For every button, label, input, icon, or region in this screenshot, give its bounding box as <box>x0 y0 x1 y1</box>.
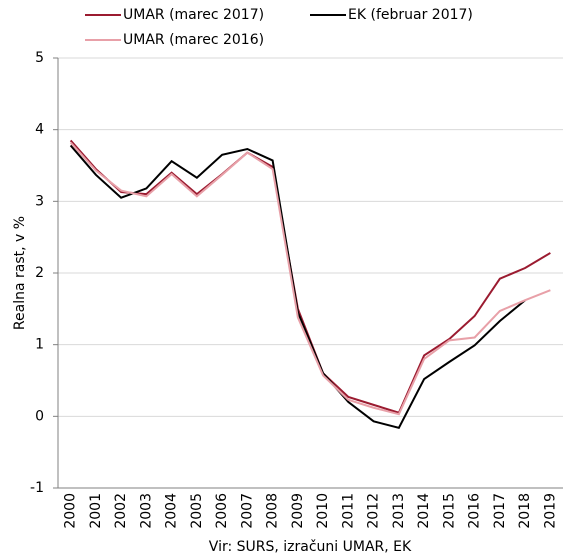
y-tick-label: 0 <box>35 408 44 424</box>
x-tick-label: 2006 <box>214 493 230 529</box>
x-tick-label: 2004 <box>164 493 180 529</box>
y-tick-label: -1 <box>30 480 44 496</box>
x-tick-label: 2007 <box>239 493 255 529</box>
x-tick-label: 2016 <box>467 493 483 529</box>
y-tick-label: 4 <box>35 122 44 138</box>
x-tick-label: 2017 <box>492 493 508 529</box>
y-tick-label: 3 <box>35 193 44 209</box>
x-axis-label: Vir: SURS, izračuni UMAR, EK <box>209 539 412 555</box>
y-axis-label: Realna rast, v % <box>12 216 28 330</box>
x-tick-label: 2015 <box>441 493 457 529</box>
y-tick-label: 1 <box>35 337 44 353</box>
x-tick-label: 2002 <box>113 493 129 529</box>
x-tick-label: 2013 <box>391 493 407 529</box>
y-tick-label: 2 <box>35 265 44 281</box>
series-line <box>69 139 551 414</box>
x-tick-label: 2000 <box>63 493 79 529</box>
series-line <box>69 141 551 416</box>
x-tick-label: 2011 <box>340 493 356 529</box>
x-tick-label: 2009 <box>290 493 306 529</box>
legend-label: UMAR (marec 2017) <box>123 7 264 23</box>
x-tick-label: 2019 <box>542 493 558 529</box>
x-tick-label: 2018 <box>517 493 533 529</box>
legend-label: UMAR (marec 2016) <box>123 32 264 48</box>
y-tick-label: 5 <box>35 50 44 66</box>
x-tick-label: 2014 <box>416 493 432 529</box>
series-line <box>69 144 526 429</box>
x-tick-label: 2005 <box>189 493 205 529</box>
x-tick-label: 2001 <box>88 493 104 529</box>
x-tick-label: 2003 <box>138 493 154 529</box>
x-tick-label: 2012 <box>366 493 382 529</box>
legend-label: EK (februar 2017) <box>348 7 473 23</box>
x-tick-label: 2008 <box>265 493 281 529</box>
x-tick-label: 2010 <box>315 493 331 529</box>
